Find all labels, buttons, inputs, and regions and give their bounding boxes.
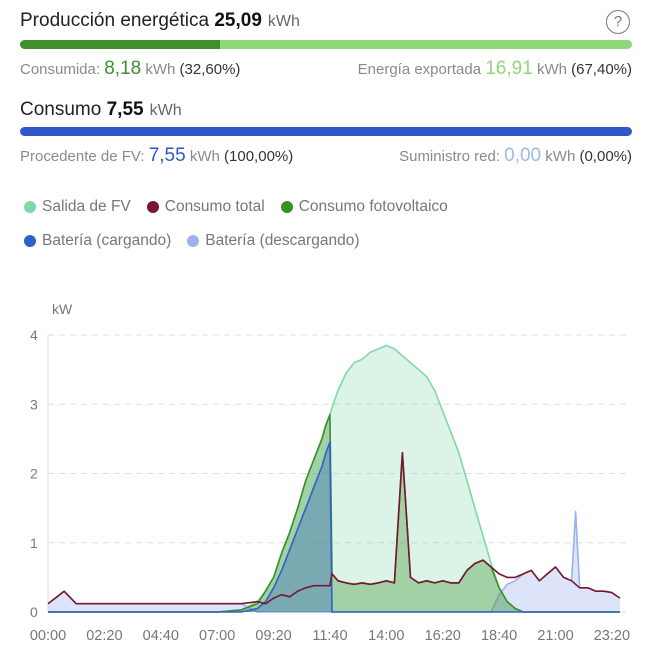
legend-dot-icon [187,235,200,247]
series-area-0 [48,345,620,612]
production-unit: kWh [267,13,300,30]
y-axis-label: kW [52,301,73,317]
legend-row-1: Salida de FV Consumo total Consumo fotov… [24,198,448,216]
consumed-percent: (32,60%) [179,61,241,78]
consumed-summary: Consumida: 8,18 kWh (32,60%) [20,58,240,80]
x-tick-label: 09:20 [255,628,291,644]
x-tick-label: 23:20 [594,628,630,644]
consumption-title: Consumo 7,55 [20,99,144,121]
x-tick-label: 18:40 [481,628,517,644]
exported-summary: Energía exportada 16,91 kWh (67,40%) [358,58,632,80]
production-title: Producción energética 25,09 [20,10,262,32]
legend-row-2: Batería (cargando) Batería (descargando) [24,232,359,250]
consumed-unit: kWh [145,61,176,78]
grid-value: 0,00 [504,145,542,166]
legend-label: Consumo total [164,198,265,215]
legend-item-pv-consumption[interactable]: Consumo fotovoltaico [280,198,448,216]
production-consumed-fill [20,40,220,49]
production-bar [20,40,632,49]
x-tick-label: 04:40 [143,628,179,644]
pv-source-unit: kWh [189,148,220,165]
y-tick-label: 1 [30,535,38,551]
exported-label: Energía exportada [357,61,482,78]
exported-value: 16,91 [485,58,533,79]
legend-dot-icon [146,201,159,213]
consumed-label: Consumida: [20,61,101,78]
production-header: Producción energética 25,09 kWh [20,10,632,32]
legend-item-battery-charging[interactable]: Batería (cargando) [24,232,171,250]
x-tick-label: 07:00 [199,628,235,644]
exported-unit: kWh [536,61,567,78]
grid-percent: (0,00%) [579,148,632,165]
consumption-pv-fill [20,127,632,136]
pv-source-summary: Procedente de FV: 7,55 kWh (100,00%) [20,145,293,167]
production-label: Producción energética [20,10,210,31]
power-chart[interactable]: kW 0 1 2 3 4 00:00 02:20 04:40 07:00 09:20 11:40 1… [0,280,648,655]
y-tick-label: 2 [30,466,38,482]
y-tick-label: 0 [30,604,38,620]
pv-source-value: 7,55 [148,145,186,166]
grid-summary: Suministro red: 0,00 kWh (0,00%) [399,145,632,167]
legend-item-total-consumption[interactable]: Consumo total [146,198,265,216]
x-tick-label: 21:00 [537,628,573,644]
x-tick-label: 02:20 [86,628,122,644]
grid-unit: kWh [545,148,576,165]
legend-dot-icon [24,235,36,247]
series-line-1 [47,451,621,605]
grid-label: Suministro red: [399,148,500,165]
legend-label: Consumo fotovoltaico [298,198,448,215]
x-tick-label: 00:00 [30,628,66,644]
pv-source-label: Procedente de FV: [20,148,145,165]
production-exported-fill [219,40,632,49]
question-circle-icon[interactable]: ? [606,10,630,34]
exported-percent: (67,40%) [571,61,632,78]
legend-dot-icon [280,201,293,213]
legend-dot-icon [24,201,36,213]
series-area-4 [48,511,620,612]
y-tick-label: 4 [30,327,38,343]
x-tick-label: 14:00 [368,628,404,644]
consumption-value: 7,55 [106,99,144,120]
legend-item-pv-output[interactable]: Salida de FV [24,198,131,216]
x-tick-label: 16:20 [425,628,461,644]
consumption-bar [20,127,632,136]
production-value: 25,09 [214,10,262,31]
legend-label: Salida de FV [42,198,131,215]
y-tick-label: 3 [30,396,38,412]
legend-label: Batería (descargando) [205,232,360,249]
pv-source-percent: (100,00%) [224,148,294,165]
legend-item-battery-discharging[interactable]: Batería (descargando) [187,232,359,250]
consumed-value: 8,18 [104,58,142,79]
x-tick-label: 11:40 [312,628,347,644]
series-line-3 [48,441,620,613]
legend-label: Batería (cargando) [42,232,172,249]
consumption-label: Consumo [20,99,102,120]
consumption-header: Consumo 7,55 kWh [20,99,632,121]
consumption-unit: kWh [149,102,182,119]
